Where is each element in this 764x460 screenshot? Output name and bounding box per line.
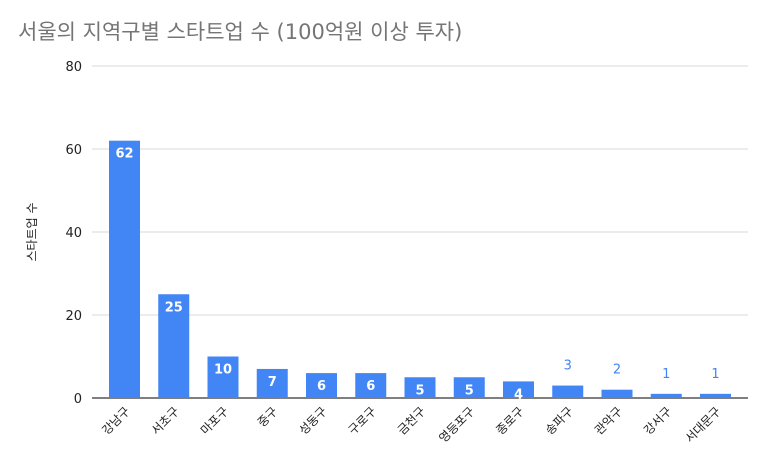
chart-title: 서울의 지역구별 스타트업 수 (100억원 이상 투자) [18, 20, 463, 44]
bar-8 [503, 381, 534, 398]
y-tick-label: 80 [65, 60, 82, 75]
data-labels: 62 25 10 7 6 6 5 5 4 3 2 1 1 [115, 147, 719, 403]
x-tick-label: 금천구 [394, 404, 428, 438]
bar-7 [453, 377, 485, 398]
bar-1 [158, 294, 190, 398]
data-label: 1 [711, 367, 719, 382]
x-tick-label: 종로구 [493, 404, 526, 437]
bar-0 [109, 140, 140, 398]
x-tick-label: 강서구 [641, 404, 674, 437]
data-label: 2 [613, 363, 621, 378]
x-tick-label: 구로구 [346, 404, 379, 437]
y-tick-label: 0 [74, 392, 82, 407]
x-tick-label: 영등포구 [436, 404, 477, 445]
bar-5 [355, 373, 387, 398]
x-tick-label: 송파구 [543, 404, 576, 437]
data-label: 62 [115, 147, 133, 162]
bars [109, 140, 731, 398]
bar-9 [552, 385, 584, 398]
data-label: 7 [268, 375, 277, 390]
bar-3 [256, 368, 288, 398]
bar-10 [601, 389, 633, 398]
x-tick-label: 서초구 [149, 404, 182, 437]
gridlines [92, 65, 748, 399]
data-label: 10 [214, 363, 232, 378]
x-tick-label: 관악구 [592, 404, 625, 437]
x-tick-label: 중구 [255, 404, 281, 430]
y-tick-label: 60 [65, 143, 82, 158]
data-label: 4 [514, 387, 523, 402]
bar-12 [700, 393, 731, 398]
bar-4 [306, 373, 337, 398]
bar-6 [404, 377, 436, 398]
bar-2 [207, 356, 239, 398]
data-label: 6 [317, 379, 326, 394]
bar-11 [650, 393, 682, 398]
data-label: 25 [165, 300, 183, 315]
data-label: 3 [564, 359, 572, 374]
data-label: 5 [465, 383, 474, 398]
x-tick-label: 성동구 [296, 404, 329, 437]
data-label: 5 [415, 383, 424, 398]
data-label: 6 [366, 379, 375, 394]
y-tick-label: 40 [65, 226, 82, 241]
y-tick-label: 20 [65, 309, 82, 324]
x-tick-label: 서대문구 [682, 404, 723, 445]
y-axis-label: 스타트업 수 [25, 202, 39, 261]
data-label: 1 [662, 367, 670, 382]
x-tick-label: 강남구 [99, 404, 132, 437]
x-tick-label: 마포구 [198, 404, 231, 437]
